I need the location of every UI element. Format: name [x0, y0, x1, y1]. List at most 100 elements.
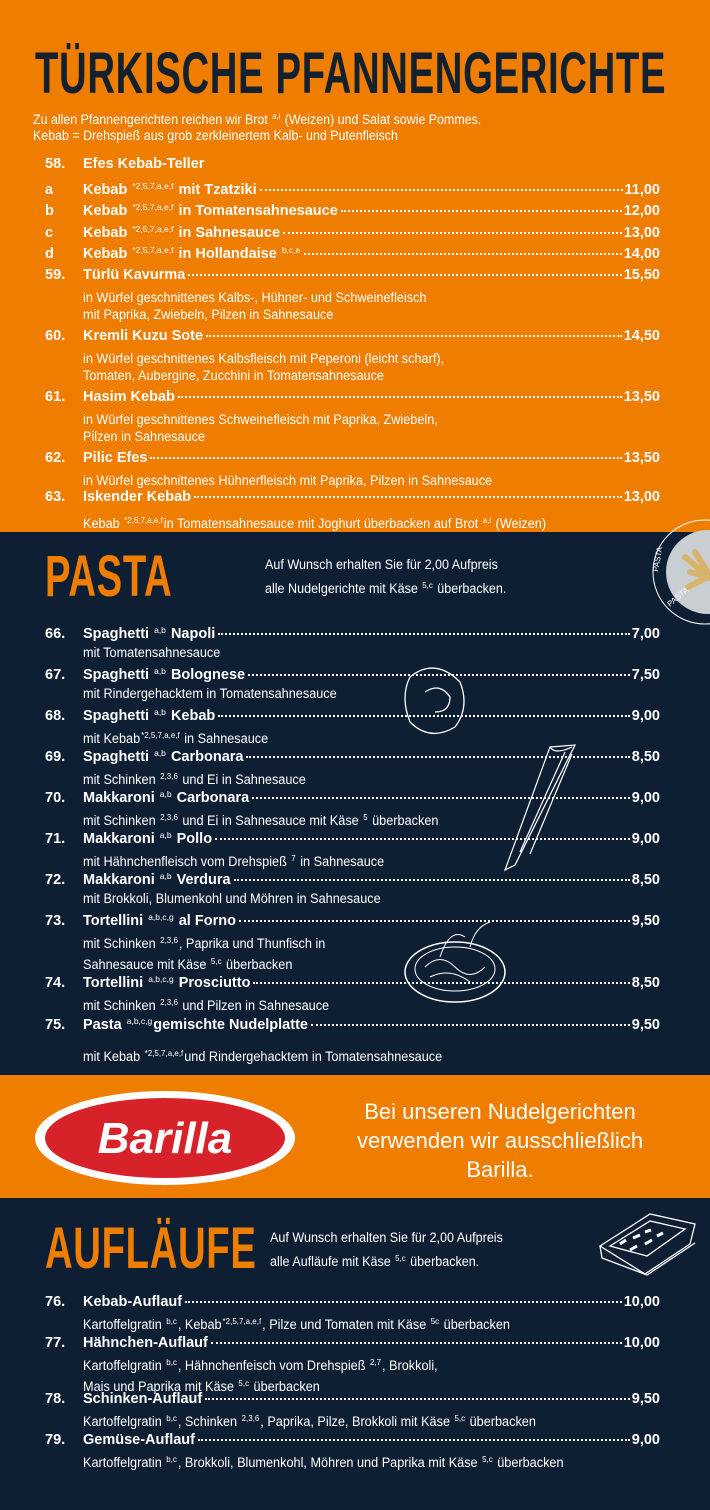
- item-number: 63.: [45, 489, 66, 505]
- item-price: 10,00: [623, 1294, 660, 1310]
- allergen-note: a,b: [159, 789, 172, 799]
- item-number: 79.: [45, 1432, 66, 1448]
- item-description: Kartoffelgratin b,c, Brokkoli, Blumenkoh…: [83, 1454, 564, 1470]
- dot-leader: [238, 920, 630, 922]
- section-title: PASTA: [45, 544, 173, 609]
- menu-item-header: 59. Türlü Kavurma 15,50: [45, 265, 660, 286]
- menu-item-header: 73. Tortellini a,b,c,g al Forno 9,50: [45, 907, 660, 932]
- menu-item-header: 69. Spaghetti a,b Carbonara 8,50: [45, 743, 660, 768]
- item-name: Makkaroni a,b Verdura: [83, 871, 231, 888]
- plate-label: PASTA: [651, 545, 664, 572]
- item-number: c: [45, 225, 54, 241]
- allergen-note: 5,c: [210, 955, 222, 966]
- item-description: mit Brokkoli, Blumenkohl und Möhren in S…: [83, 891, 381, 906]
- item-price: 9,00: [631, 1432, 660, 1448]
- menu-item-header: 76. Kebab-Auflauf 10,00: [45, 1292, 660, 1313]
- item-name: Kebab *2,5,7,a,e,f mit Tzatziki: [83, 181, 257, 198]
- allergen-note: 5,c: [395, 1253, 406, 1263]
- item-name: Efes Kebab-Teller: [83, 156, 205, 172]
- item-price: 11,00: [624, 182, 661, 198]
- menu-item: c Kebab *2,5,7,a,e,f in Sahnesauce 13,00: [45, 219, 660, 244]
- item-name: Pilic Efes: [83, 450, 148, 466]
- allergen-note: 2,3,6: [160, 997, 178, 1007]
- item-description: Kartoffelgratin b,c, Kebab*2,5,7,a,e,f, …: [83, 1316, 510, 1332]
- allergen-note: 5,c: [422, 580, 433, 590]
- menu-item-header: 75. Pasta a,b,c,ggemischte Nudelplatte 9,5…: [45, 1011, 660, 1036]
- item-number: 68.: [45, 708, 66, 724]
- dot-leader: [185, 1301, 622, 1303]
- allergen-note: *2,5,7,a,e,f: [222, 1316, 262, 1326]
- menu-item-header: 66. Spaghetti a,b Napoli 7,00: [45, 620, 660, 645]
- item-name: Kebab *2,5,7,a,e,f in Tomatensahnesauce: [83, 202, 338, 219]
- allergen-note: a,b,c,g: [148, 912, 174, 922]
- allergen-note: *2,5,7,a,e,f: [132, 202, 174, 212]
- menu-item-header: 77. Hähnchen-Auflauf 10,00: [45, 1333, 660, 1354]
- menu-item: 73. Tortellini a,b,c,g al Forno 9,50 mit Sc…: [45, 907, 660, 973]
- dot-leader: [310, 1024, 630, 1026]
- item-number: 74.: [45, 975, 66, 991]
- menu-item: 69. Spaghetti a,b Carbonara 8,50 mit Schink…: [45, 743, 660, 789]
- tortellini-sketch: [404, 667, 465, 734]
- item-price: 8,50: [631, 872, 660, 888]
- allergen-note: b,c: [166, 1454, 177, 1464]
- item-name: Makkaroni a,b Pollo: [83, 830, 213, 847]
- item-name: Tortellini a,b,c,g al Forno: [83, 912, 236, 929]
- allergen-note: 2,3,6: [160, 935, 178, 945]
- menu-item-header: 62. Pilic Efes 13,50: [45, 448, 660, 469]
- item-number: 78.: [45, 1391, 66, 1407]
- dot-leader: [248, 674, 630, 676]
- barilla-message: Bei unseren Nudelgerichten verwenden wir…: [320, 1097, 680, 1184]
- menu-item: 71. Makkaroni a,b Pollo 9,00 mit Hähnchenfl…: [45, 825, 660, 871]
- dot-leader: [246, 756, 630, 758]
- item-price: 13,50: [623, 450, 660, 466]
- item-price: 8,50: [631, 749, 660, 765]
- menu-item: 68. Spaghetti a,b Kebab 9,00 mit Kebab*2,5,…: [45, 702, 660, 748]
- item-number: 77.: [45, 1335, 66, 1351]
- item-number: 73.: [45, 913, 66, 929]
- allergen-note: 5,c: [454, 1413, 466, 1423]
- allergen-note: *2,5,7,a,e,f: [124, 515, 163, 525]
- item-name: Spaghetti a,b Carbonara: [83, 748, 244, 765]
- menu-item-header: d Kebab *2,5,7,a,e,f in Hollandaise b,c,e…: [45, 240, 660, 265]
- item-description: mit Paprika, Zwiebeln, Pilzen in Sahnesa…: [83, 306, 334, 322]
- allergen-note: a,b,c,g: [126, 1016, 153, 1026]
- dot-leader: [340, 210, 622, 212]
- item-number: a: [45, 182, 54, 198]
- item-price: 7,50: [631, 667, 660, 683]
- dot-leader: [218, 715, 630, 717]
- item-name: Schinken-Auflauf: [83, 1391, 203, 1407]
- item-price: 13,00: [623, 489, 660, 505]
- menu-item-header: c Kebab *2,5,7,a,e,f in Sahnesauce 13,00: [45, 219, 660, 244]
- allergen-note: *2,5,7,a,e,f: [144, 1048, 184, 1058]
- dot-leader: [150, 457, 622, 459]
- item-name: Makkaroni a,b Carbonara: [83, 789, 250, 806]
- dot-leader: [253, 982, 630, 984]
- note-line: Auf Wunsch erhalten Sie für 2,00 Aufprei…: [270, 1230, 503, 1245]
- item-number: 59.: [45, 267, 66, 283]
- item-number: 67.: [45, 667, 66, 683]
- allergen-note: 2,3,6: [241, 1413, 260, 1423]
- barilla-logo: Barilla: [35, 1091, 295, 1185]
- dot-leader: [304, 253, 622, 255]
- allergen-note: *2,5,7,a,e,f: [132, 224, 174, 234]
- item-name: Spaghetti a,b Kebab: [83, 707, 216, 724]
- menu-item-header: 61. Hasim Kebab 13,50: [45, 387, 660, 408]
- item-name: Gemüse-Auflauf: [83, 1432, 195, 1448]
- menu-item-header: 79. Gemüse-Auflauf 9,00: [45, 1430, 660, 1451]
- allergen-note: a,b: [154, 748, 166, 758]
- dot-leader: [210, 1342, 622, 1344]
- menu-item: 63. Iskender Kebab 13,00 Kebab *2,5,7,a,e,f…: [45, 487, 660, 533]
- item-name: Hähnchen-Auflauf: [83, 1335, 208, 1351]
- menu-item: 60. Kremli Kuzu Sote 14,50 in Würfel geschn…: [45, 326, 660, 384]
- item-description: in Würfel geschnittenes Kalbsfleisch mit…: [83, 351, 445, 366]
- section-pfannengerichte: TÜRKISCHE PFANNENGERICHTE Zu allen Pfann…: [0, 0, 710, 532]
- spaghetti-plate-sketch: [404, 921, 506, 1003]
- item-description: mit Schinken 2,3,6, Paprika und Thunfisc…: [83, 935, 326, 951]
- allergen-note: a,b: [159, 830, 172, 840]
- allergen-note: a,b: [159, 871, 172, 881]
- menu-item: 74. Tortellini a,b,c,g Prosciutto 8,50 mit …: [45, 969, 660, 1015]
- item-description: Mais und Paprika mit Käse 5,c überbacken: [83, 1377, 320, 1394]
- item-number: 62.: [45, 450, 66, 466]
- item-description: in Würfel geschnittenes Kalbs-, Hühner- …: [83, 290, 427, 305]
- item-name: Spaghetti a,b Bolognese: [83, 666, 246, 683]
